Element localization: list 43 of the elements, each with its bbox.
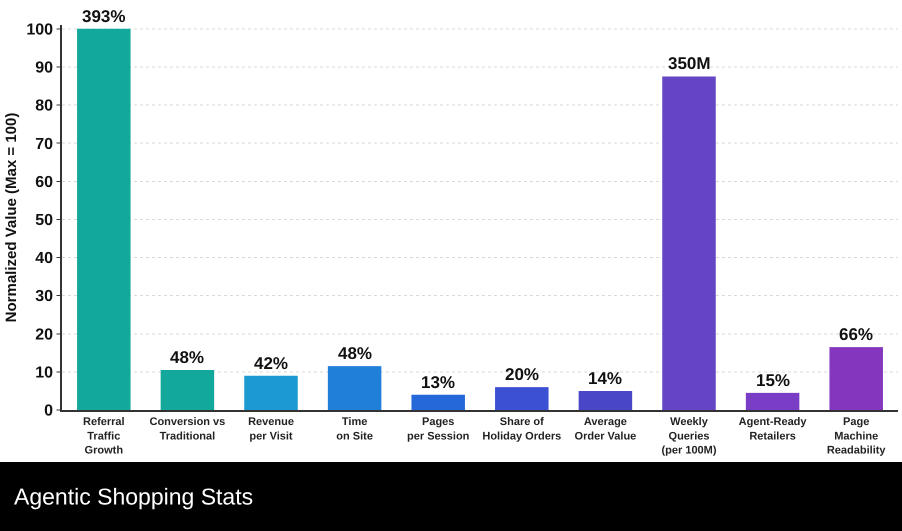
x-tick-label: Page Machine Readability: [826, 416, 886, 457]
y-tick-label: 40: [35, 250, 54, 268]
annotation: 15%: [756, 371, 790, 390]
x-tick-label: Weekly Queries (per 100M): [661, 416, 717, 457]
bar: [244, 376, 298, 410]
annotation: 350M: [668, 54, 711, 73]
annotation: 42%: [254, 354, 288, 373]
x-tick-label: Average Order Value: [574, 416, 636, 442]
y-tick-label: 10: [35, 364, 54, 382]
bar: [77, 28, 131, 410]
bar: [578, 390, 632, 410]
x-tick-label: Revenue per Visit: [248, 416, 294, 442]
annotation: 393%: [82, 7, 126, 26]
y-tick-label: 60: [35, 174, 54, 191]
annotation: 66%: [839, 325, 874, 344]
annotation: 20%: [505, 365, 540, 384]
bar: [328, 366, 382, 410]
y-tick-label: 70: [35, 136, 54, 153]
annotation: 13%: [421, 373, 456, 392]
x-tick-label: Time on Site: [336, 416, 373, 442]
annotation: 14%: [588, 369, 622, 388]
x-tick-label: Agent-Ready Retailers: [738, 416, 808, 442]
y-tick-label: 90: [35, 60, 54, 77]
bar: [829, 347, 883, 410]
x-tick-label: Pages per Session: [407, 416, 470, 442]
y-tick-label: 30: [35, 288, 54, 306]
text: Agentic Shopping Stats: [14, 484, 254, 510]
x-tick-label: Conversion vs Traditional: [149, 416, 226, 442]
y-tick-label: 100: [26, 21, 54, 38]
y-tick-label: 0: [44, 402, 54, 420]
bar: [495, 387, 549, 410]
annotation: 48%: [338, 344, 372, 363]
y-axis-title: Normalized Value (Max = 100): [3, 112, 20, 322]
y-tick-label: 80: [35, 98, 54, 115]
bar: [411, 394, 465, 410]
y-tick-label: 50: [35, 212, 54, 230]
annotation: 48%: [170, 348, 204, 367]
y-tick-label: 20: [35, 326, 54, 344]
bar: [746, 392, 800, 410]
x-tick-label: Share of Holiday Orders: [482, 416, 562, 442]
x-tick-label: Referral Traffic Growth: [83, 416, 125, 457]
bar: [662, 76, 716, 410]
bar: [160, 370, 214, 410]
